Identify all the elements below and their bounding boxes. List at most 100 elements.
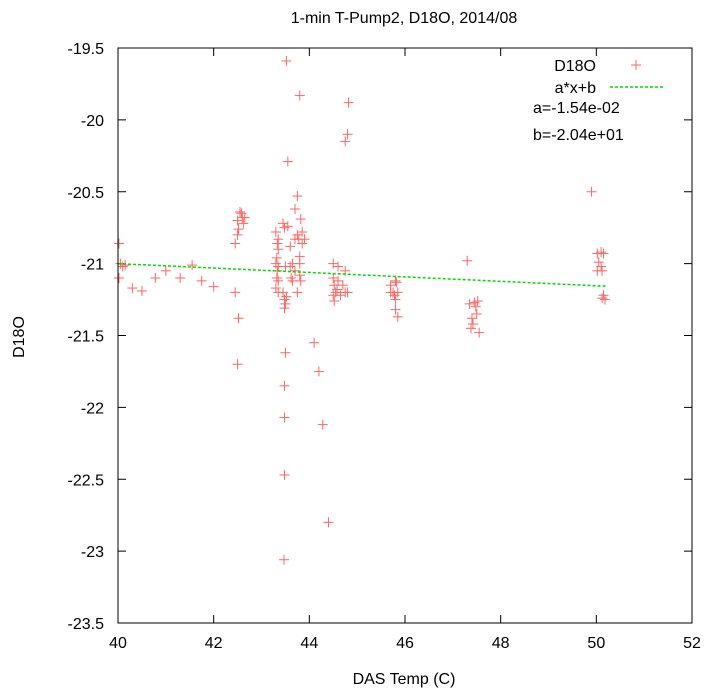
data-point	[270, 258, 281, 269]
data-point	[471, 308, 482, 319]
data-point	[273, 275, 284, 286]
data-point	[464, 298, 475, 309]
y-tick-label: -19.5	[68, 41, 105, 58]
data-point	[236, 208, 247, 219]
data-point	[282, 156, 293, 167]
x-tick-label: 52	[683, 635, 701, 652]
data-point	[279, 380, 290, 391]
y-tick-label: -22.5	[68, 472, 105, 489]
data-point	[294, 90, 305, 101]
data-point	[292, 287, 303, 298]
plot-frame	[117, 47, 693, 624]
y-axis-label: D18O	[11, 316, 28, 358]
fit-line-group	[117, 262, 606, 287]
y-tick-label: -20	[81, 113, 104, 130]
data-point	[270, 227, 281, 237]
x-axis-label: DAS Temp (C)	[353, 671, 456, 688]
data-point	[342, 129, 353, 140]
x-tick-label: 40	[109, 635, 127, 652]
data-point	[598, 248, 609, 259]
data-point	[208, 281, 219, 292]
data-point	[472, 296, 483, 306]
data-point	[330, 287, 341, 298]
data-point	[598, 290, 609, 301]
x-tick-label: 46	[396, 635, 414, 652]
legend-marker-d18o	[631, 60, 641, 70]
data-point	[233, 224, 244, 235]
data-point	[120, 260, 131, 271]
data-point	[390, 294, 401, 305]
data-point	[392, 287, 403, 298]
data-point	[136, 285, 147, 296]
data-point	[329, 296, 340, 306]
data-point	[232, 229, 243, 240]
data-point	[597, 293, 608, 304]
data-point	[592, 265, 603, 276]
data-point	[278, 554, 289, 565]
data-point	[294, 258, 305, 269]
y-tick-label: -21	[81, 257, 104, 274]
data-point	[390, 275, 401, 286]
data-point	[292, 191, 303, 202]
data-point	[238, 218, 249, 229]
data-point	[273, 234, 284, 245]
data-point	[271, 252, 282, 263]
data-point	[127, 283, 138, 294]
data-point	[279, 412, 290, 423]
y-tick-label: -23.5	[68, 616, 105, 633]
data-point	[470, 301, 481, 312]
data-point	[160, 265, 171, 276]
data-point	[281, 291, 292, 302]
data-point	[323, 517, 334, 528]
data-point	[328, 273, 339, 283]
data-point	[279, 469, 290, 480]
y-tick-label: -21.5	[68, 329, 105, 346]
data-point	[280, 347, 291, 358]
data-point	[270, 283, 281, 294]
data-point	[340, 136, 351, 147]
data-point	[279, 303, 290, 314]
data-point	[230, 238, 241, 249]
x-tick-label: 50	[587, 635, 605, 652]
data-point	[593, 257, 604, 268]
data-point	[280, 298, 291, 309]
x-tick-label: 44	[300, 635, 318, 652]
y-tick-label: -23	[81, 544, 104, 561]
data-point	[309, 337, 320, 348]
data-point	[230, 287, 241, 298]
data-point	[343, 97, 354, 108]
x-tick-label: 48	[492, 635, 510, 652]
data-point	[391, 277, 402, 288]
data-point	[295, 275, 306, 286]
data-point	[596, 247, 607, 258]
y-tick-label: -22	[81, 400, 104, 417]
data-point	[313, 366, 324, 377]
annotation-b: b=-2.04e+01	[533, 127, 624, 144]
chart-title: 1-min T-Pump2, D18O, 2014/08	[291, 10, 518, 27]
data-point	[292, 229, 303, 240]
fit-line	[117, 262, 606, 287]
data-point	[328, 258, 339, 269]
data-point	[466, 313, 477, 324]
data-point	[273, 244, 284, 255]
data-point	[337, 280, 348, 291]
data-point	[392, 311, 403, 322]
data-point	[279, 294, 290, 305]
data-point	[317, 419, 328, 430]
data-point	[117, 261, 128, 272]
data-point	[234, 206, 245, 217]
data-point	[233, 313, 244, 324]
x-tick-label: 42	[205, 635, 223, 652]
data-point	[295, 214, 306, 225]
data-point	[333, 261, 344, 272]
data-point	[272, 238, 283, 249]
data-point	[187, 260, 198, 271]
data-point	[299, 234, 310, 245]
y-tick-label: -20.5	[68, 185, 105, 202]
data-point	[462, 255, 473, 266]
data-point	[599, 294, 610, 305]
data-points	[113, 55, 610, 565]
data-point	[333, 275, 344, 286]
data-point	[113, 238, 124, 249]
